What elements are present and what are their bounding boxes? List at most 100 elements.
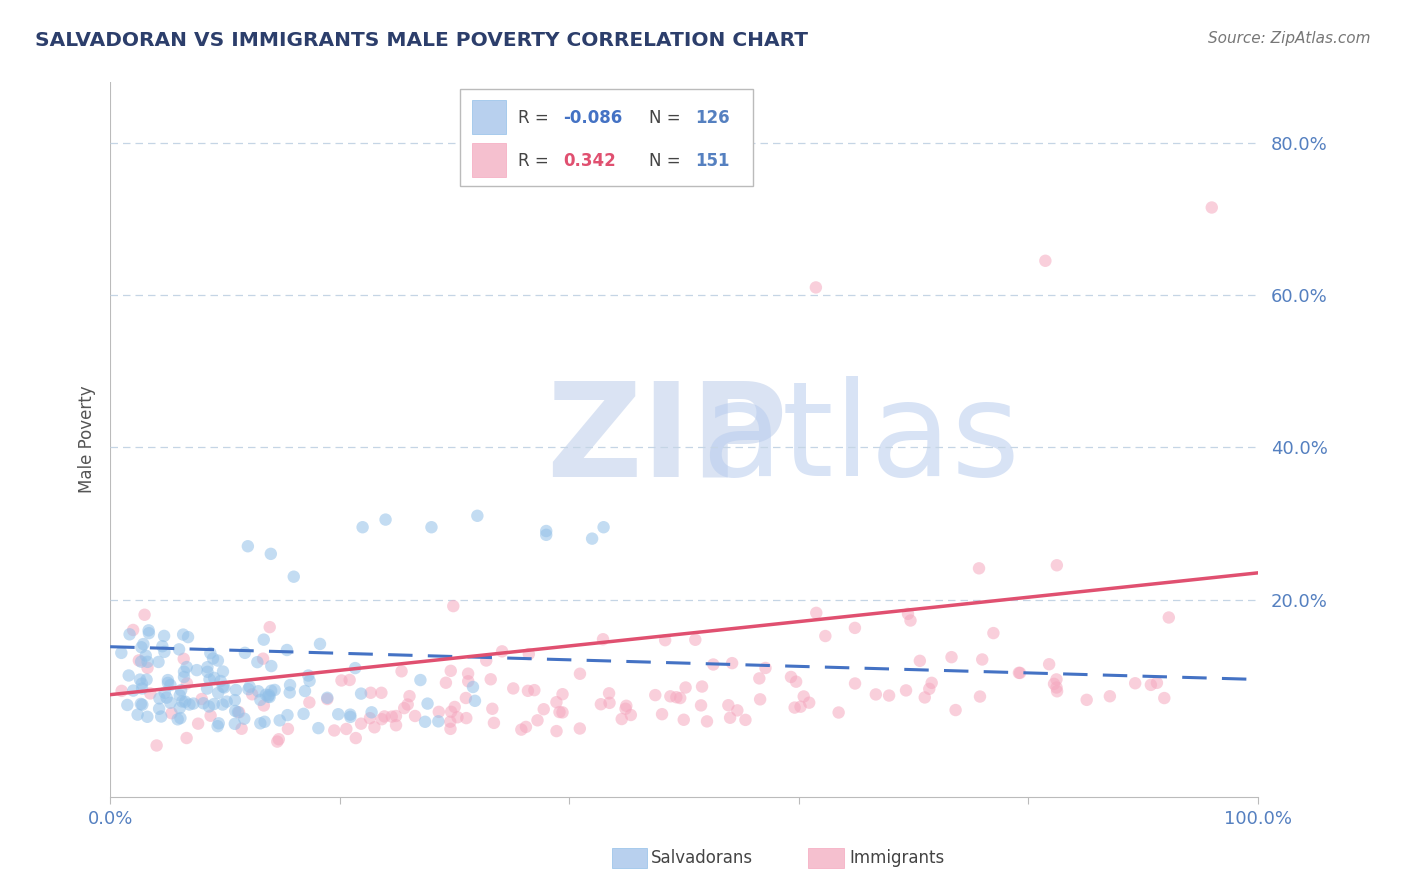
Immigrants xyxy=(339,673,361,687)
Immigrants xyxy=(298,696,321,710)
Immigrants xyxy=(598,686,620,700)
Salvadorans xyxy=(344,661,367,675)
Salvadorans xyxy=(129,697,152,711)
Immigrants xyxy=(651,707,673,722)
Immigrants xyxy=(983,626,1005,640)
Immigrants xyxy=(568,722,591,736)
Immigrants xyxy=(718,711,741,725)
FancyBboxPatch shape xyxy=(471,100,506,134)
Salvadorans xyxy=(195,681,218,696)
Immigrants xyxy=(122,623,145,637)
Salvadorans xyxy=(166,712,188,726)
Salvadorans xyxy=(198,699,221,714)
Salvadorans xyxy=(131,681,153,696)
Immigrants xyxy=(717,698,740,713)
Salvadorans xyxy=(253,632,276,647)
Immigrants xyxy=(454,691,477,706)
Immigrants xyxy=(385,709,408,723)
Immigrants xyxy=(690,698,713,713)
Immigrants xyxy=(515,720,537,734)
Immigrants xyxy=(316,692,339,706)
Immigrants xyxy=(1008,665,1031,680)
Immigrants xyxy=(1043,677,1066,691)
Immigrants xyxy=(516,683,538,698)
Salvadorans xyxy=(159,696,181,710)
Immigrants xyxy=(806,606,828,620)
Immigrants xyxy=(900,614,922,628)
Salvadorans xyxy=(169,689,191,703)
Salvadorans xyxy=(260,659,283,673)
Immigrants xyxy=(439,714,461,729)
Salvadorans xyxy=(294,684,316,698)
Immigrants xyxy=(804,280,827,294)
Salvadorans xyxy=(110,646,132,660)
Salvadorans xyxy=(129,673,152,687)
Immigrants xyxy=(427,705,450,719)
Text: Source: ZipAtlas.com: Source: ZipAtlas.com xyxy=(1208,31,1371,46)
Salvadorans xyxy=(173,670,195,684)
Immigrants xyxy=(176,676,198,690)
Salvadorans xyxy=(350,687,373,701)
Salvadorans xyxy=(276,643,298,657)
Immigrants xyxy=(526,714,548,728)
Salvadorans xyxy=(170,683,193,698)
FancyBboxPatch shape xyxy=(460,89,752,186)
Text: N =: N = xyxy=(650,152,686,169)
Immigrants xyxy=(1157,610,1180,624)
Immigrants xyxy=(404,709,426,723)
Immigrants xyxy=(475,653,498,667)
Salvadorans xyxy=(409,673,432,687)
Salvadorans xyxy=(202,651,225,665)
Salvadorans xyxy=(233,646,256,660)
Immigrants xyxy=(160,706,183,721)
Salvadorans xyxy=(224,704,246,718)
Salvadorans xyxy=(148,691,170,706)
Salvadorans xyxy=(211,680,233,694)
Immigrants xyxy=(725,703,748,717)
Immigrants xyxy=(1046,684,1069,698)
Salvadorans xyxy=(246,655,269,669)
Salvadorans xyxy=(172,694,194,708)
Immigrants xyxy=(914,690,936,705)
Immigrants xyxy=(240,687,263,701)
Immigrants xyxy=(502,681,524,696)
Immigrants xyxy=(457,666,479,681)
Y-axis label: Male Poverty: Male Poverty xyxy=(79,386,96,493)
Salvadorans xyxy=(257,688,280,702)
Salvadorans xyxy=(249,716,271,731)
Immigrants xyxy=(350,716,373,731)
Immigrants xyxy=(685,632,707,647)
Salvadorans xyxy=(127,707,149,722)
Salvadorans xyxy=(135,673,157,687)
Text: atlas: atlas xyxy=(702,376,1021,503)
Salvadorans xyxy=(207,654,229,668)
Salvadorans xyxy=(153,686,176,700)
Immigrants xyxy=(253,698,276,713)
Salvadorans xyxy=(225,683,247,698)
Immigrants xyxy=(440,664,463,678)
Salvadorans xyxy=(467,508,489,523)
Salvadorans xyxy=(131,676,153,690)
Immigrants xyxy=(266,734,288,748)
Immigrants xyxy=(620,708,643,723)
Immigrants xyxy=(1098,690,1121,704)
Immigrants xyxy=(568,666,591,681)
Immigrants xyxy=(385,718,408,732)
Salvadorans xyxy=(278,685,301,699)
Salvadorans xyxy=(215,695,238,709)
Immigrants xyxy=(145,739,167,753)
Immigrants xyxy=(702,657,724,672)
Immigrants xyxy=(491,644,513,658)
Salvadorans xyxy=(360,706,382,720)
Immigrants xyxy=(370,686,392,700)
Immigrants xyxy=(360,686,382,700)
Immigrants xyxy=(589,697,612,711)
Text: R =: R = xyxy=(517,109,554,127)
Salvadorans xyxy=(259,690,281,704)
Salvadorans xyxy=(247,684,270,698)
Salvadorans xyxy=(167,642,190,657)
Immigrants xyxy=(1153,691,1175,706)
Text: Immigrants: Immigrants xyxy=(849,849,945,867)
Immigrants xyxy=(533,702,555,716)
Immigrants xyxy=(111,684,134,698)
